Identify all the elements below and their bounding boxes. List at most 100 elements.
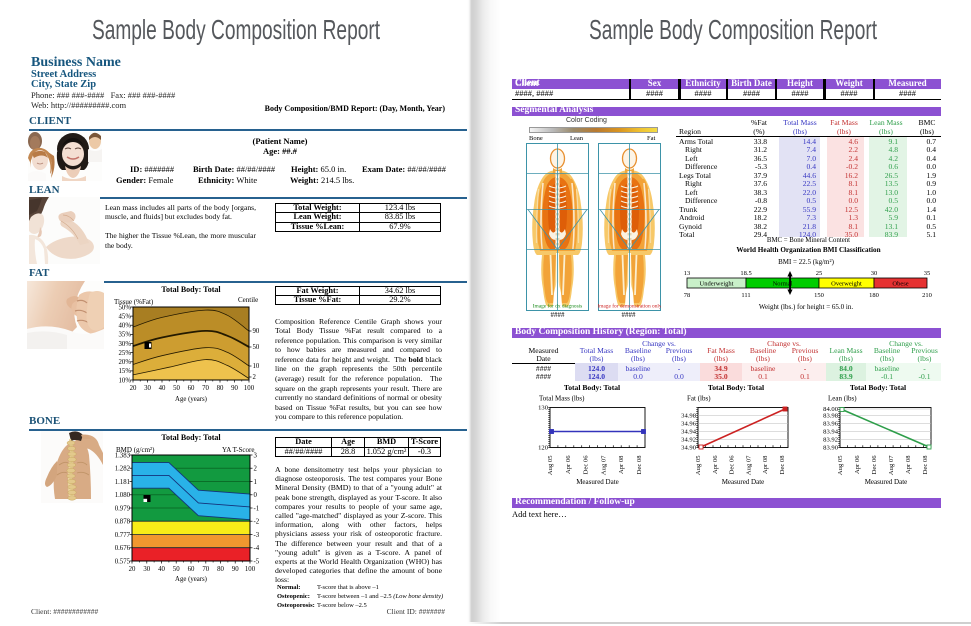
svg-text:Apr 08: Apr 08 (618, 455, 625, 474)
svg-text:Age (years): Age (years) (175, 576, 207, 583)
svg-text:Fat (lbs): Fat (lbs) (687, 395, 711, 403)
svg-text:10%: 10% (119, 377, 132, 384)
svg-text:1.383: 1.383 (115, 452, 131, 459)
svg-text:18.5: 18.5 (740, 270, 751, 277)
svg-text:180: 180 (869, 292, 879, 299)
svg-text:40: 40 (158, 566, 165, 573)
svg-text:34.94: 34.94 (681, 429, 697, 436)
svg-text:0.979: 0.979 (115, 505, 131, 512)
svg-text:80: 80 (217, 385, 224, 392)
svg-text:50: 50 (173, 566, 180, 573)
svg-text:34.90: 34.90 (681, 445, 697, 452)
svg-text:Centile: Centile (238, 296, 258, 304)
svg-text:150: 150 (814, 292, 824, 299)
svg-text:30: 30 (144, 385, 151, 392)
svg-text:111: 111 (741, 292, 750, 299)
svg-text:Aug 05: Aug 05 (837, 455, 844, 475)
svg-text:-5: -5 (254, 558, 260, 565)
svg-text:Apr 06: Apr 06 (565, 455, 572, 474)
svg-text:1: 1 (254, 479, 257, 486)
svg-text:1.080: 1.080 (115, 492, 131, 499)
svg-text:Dec 08: Dec 08 (636, 455, 643, 475)
svg-text:84.00: 84.00 (823, 406, 839, 413)
svg-text:Measured Date: Measured Date (865, 478, 908, 486)
svg-text:83.90: 83.90 (823, 445, 839, 452)
svg-text:130: 130 (538, 405, 549, 412)
svg-text:-1: -1 (254, 505, 260, 512)
svg-text:Image for dx diagnosis: Image for dx diagnosis (533, 302, 583, 309)
svg-text:Apr 06: Apr 06 (712, 455, 719, 474)
svg-text:Measured Date: Measured Date (576, 478, 619, 486)
svg-text:0.575: 0.575 (115, 558, 131, 565)
svg-text:45%: 45% (119, 313, 132, 320)
svg-text:20: 20 (130, 385, 137, 392)
svg-text:70: 70 (202, 385, 209, 392)
svg-text:Apr 08: Apr 08 (905, 455, 912, 474)
svg-text:1.282: 1.282 (115, 466, 131, 473)
svg-text:Apr 08: Apr 08 (762, 455, 769, 474)
svg-text:70: 70 (202, 566, 209, 573)
svg-text:0.676: 0.676 (115, 545, 131, 552)
svg-text:90: 90 (232, 566, 239, 573)
svg-text:Measured Date: Measured Date (722, 478, 765, 486)
svg-text:34.98: 34.98 (681, 413, 697, 420)
svg-text:3: 3 (254, 452, 258, 459)
svg-text:25%: 25% (119, 350, 132, 357)
svg-text:Aug 07: Aug 07 (745, 455, 752, 475)
svg-text:-3: -3 (254, 532, 260, 539)
svg-text:40: 40 (159, 385, 166, 392)
svg-text:10: 10 (253, 363, 260, 370)
svg-text:Dec 06: Dec 06 (583, 455, 590, 475)
svg-text:13: 13 (684, 270, 691, 277)
svg-text:Aug 05: Aug 05 (547, 455, 554, 475)
svg-text:78: 78 (684, 292, 691, 299)
svg-text:Apr 06: Apr 06 (854, 455, 861, 474)
svg-text:Total Body: Total: Total Body: Total (708, 383, 764, 392)
svg-text:30%: 30% (119, 341, 132, 348)
svg-text:50: 50 (253, 344, 260, 351)
svg-text:60: 60 (188, 566, 195, 573)
svg-text:20%: 20% (119, 359, 132, 366)
svg-text:80: 80 (217, 566, 224, 573)
svg-text:15%: 15% (119, 368, 132, 375)
svg-text:60: 60 (188, 385, 195, 392)
svg-text:Aug 05: Aug 05 (695, 455, 702, 475)
svg-text:120: 120 (538, 445, 549, 452)
svg-text:2: 2 (253, 374, 257, 381)
svg-text:34.96: 34.96 (681, 421, 697, 428)
svg-text:30: 30 (871, 270, 878, 277)
svg-text:0.777: 0.777 (115, 532, 131, 539)
svg-text:Aug 07: Aug 07 (600, 455, 607, 475)
svg-text:83.94: 83.94 (823, 429, 839, 436)
svg-text:1.181: 1.181 (115, 479, 130, 486)
svg-text:Dec 06: Dec 06 (729, 455, 736, 475)
svg-text:Tissue (%Fat): Tissue (%Fat) (114, 298, 154, 306)
svg-text:2: 2 (254, 466, 258, 473)
svg-text:50%: 50% (119, 304, 132, 311)
svg-text:90: 90 (253, 328, 260, 335)
svg-text:BMD (g/cm²): BMD (g/cm²) (116, 446, 155, 454)
svg-text:Total Body: Total: Total Body: Total (564, 383, 620, 392)
svg-text:Total Body: Total: Total Body: Total (161, 285, 221, 294)
svg-text:20: 20 (129, 566, 136, 573)
svg-text:100: 100 (245, 566, 256, 573)
svg-text:Total Mass (lbs): Total Mass (lbs) (539, 395, 585, 403)
svg-text:30: 30 (143, 566, 150, 573)
svg-text:Age (years): Age (years) (175, 396, 207, 403)
svg-text:Overweight: Overweight (831, 281, 862, 288)
svg-text:Dec 08: Dec 08 (779, 455, 786, 475)
svg-text:25: 25 (816, 270, 823, 277)
svg-text:YA T-Score: YA T-Score (222, 446, 254, 454)
svg-text:83.92: 83.92 (823, 437, 838, 444)
svg-text:Dec 06: Dec 06 (871, 455, 878, 475)
svg-text:Normal: Normal (773, 281, 793, 288)
svg-text:40%: 40% (119, 323, 132, 330)
svg-text:Underweight: Underweight (700, 281, 734, 288)
svg-text:35%: 35% (119, 332, 132, 339)
svg-text:Total Body: Total: Total Body: Total (850, 383, 906, 392)
svg-text:Image for demonstration only: Image for demonstration only (598, 302, 661, 309)
svg-text:83.96: 83.96 (823, 421, 839, 428)
svg-text:35: 35 (924, 270, 931, 277)
svg-text:Obese: Obese (892, 281, 908, 288)
svg-text:Total Body: Total: Total Body: Total (161, 433, 221, 442)
